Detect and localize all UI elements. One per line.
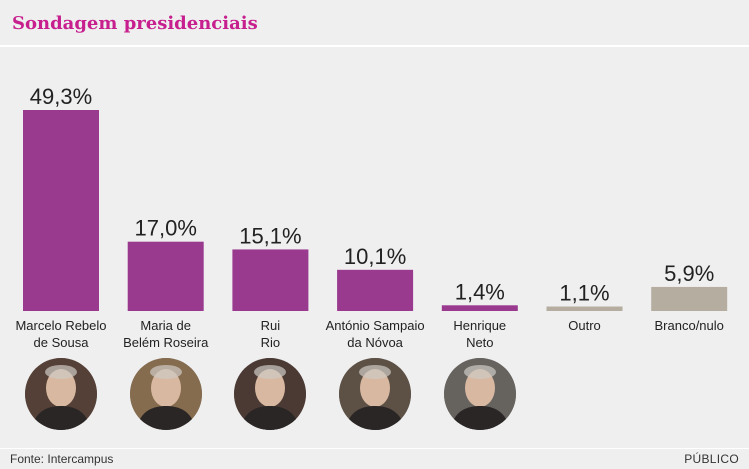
category-label: Henrique	[453, 318, 506, 333]
category-label: de Sousa	[34, 335, 90, 350]
category-label: Maria de	[140, 318, 191, 333]
bar	[441, 305, 518, 311]
category-label: da Nóvoa	[347, 335, 403, 350]
bar	[23, 110, 99, 311]
category-label: Branco/nulo	[655, 318, 724, 333]
value-label: 15,1%	[239, 223, 301, 248]
header-divider	[0, 45, 749, 47]
category-label: Rui	[261, 318, 281, 333]
footer-divider	[0, 448, 749, 449]
bar	[127, 241, 204, 311]
value-label: 1,1%	[559, 281, 609, 306]
value-label: 10,1%	[344, 244, 406, 269]
value-label: 1,4%	[455, 279, 505, 304]
portrait-henrique-neto-icon	[443, 358, 516, 430]
value-label: 49,3%	[30, 84, 92, 109]
portrait-rui-rio-icon	[234, 358, 307, 430]
publisher-logo: PÚBLICO	[684, 452, 739, 466]
category-label: Belém Roseira	[123, 335, 209, 350]
portrait-marcelo-rebelo-de-sousa-icon	[25, 358, 97, 430]
bar	[232, 249, 309, 311]
category-label: António Sampaio	[326, 318, 425, 333]
category-label: Outro	[568, 318, 601, 333]
category-label: Neto	[466, 335, 493, 350]
chart-title: Sondagem presidenciais	[12, 13, 258, 34]
category-label: Rio	[261, 335, 281, 350]
value-label: 5,9%	[664, 261, 714, 286]
portrait-maria-de-belem-roseira-icon	[129, 358, 202, 430]
bar	[337, 269, 414, 311]
bar	[546, 306, 623, 311]
bar	[651, 286, 728, 311]
portrait-antonio-sampaio-da-novoa-icon	[339, 358, 412, 430]
category-label: Marcelo Rebelo	[15, 318, 106, 333]
bar-chart: 49,3% Marcelo Rebelo de Sousa 17,0% Maria de…	[15, 84, 728, 350]
value-label: 17,0%	[135, 216, 197, 241]
source-note: Fonte: Intercampus	[10, 452, 114, 466]
